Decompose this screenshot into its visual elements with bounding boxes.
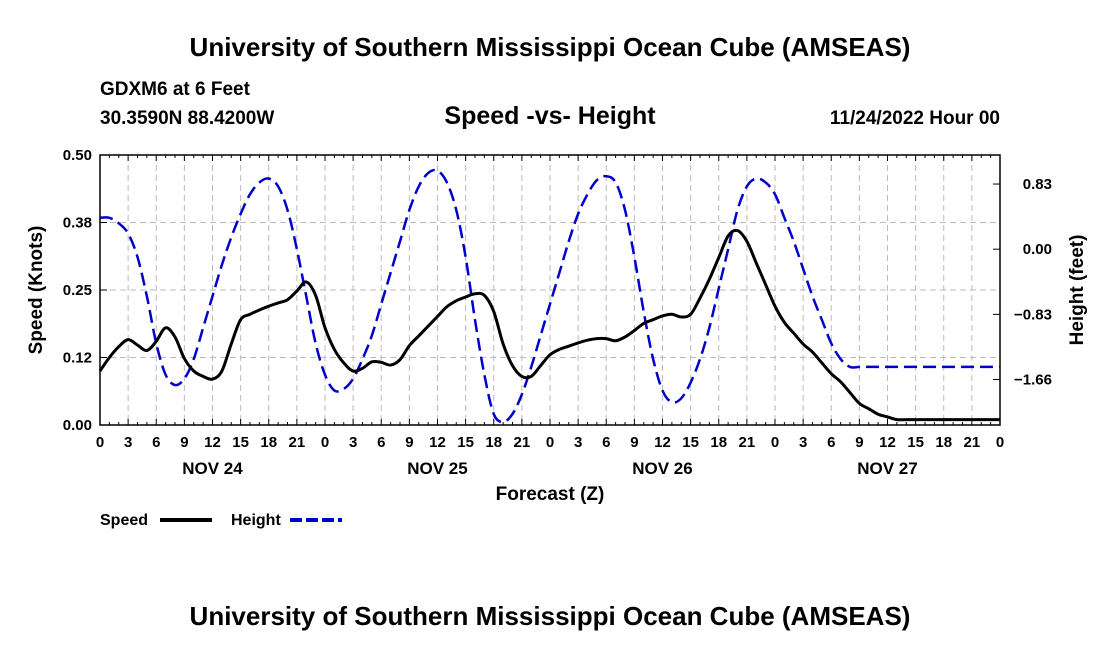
x-tick-label: 15 [682, 434, 699, 451]
y-tick-label: 0.00 [63, 417, 92, 434]
y2-tick-label: 0.00 [1023, 241, 1052, 258]
x-tick-label: 3 [349, 434, 357, 451]
legend: Speed Height [100, 512, 342, 529]
x-tick-label: 6 [602, 434, 610, 451]
x-tick-label: 9 [180, 434, 188, 451]
x-axis-label: Forecast (Z) [496, 484, 605, 505]
x-tick-label: 12 [879, 434, 896, 451]
legend-height-label: Height [231, 512, 281, 529]
x-tick-label: 3 [799, 434, 807, 451]
x-tick-label: 6 [827, 434, 835, 451]
x-tick-label: 0 [546, 434, 554, 451]
x-tick-label: 12 [429, 434, 446, 451]
y2-tick-label: −1.66 [1014, 371, 1052, 388]
x-tick-label: 21 [964, 434, 981, 451]
y2-tick-label: −0.83 [1014, 306, 1052, 323]
x-tick-label: 15 [907, 434, 924, 451]
x-tick-label: 0 [771, 434, 779, 451]
x-tick-label: 9 [630, 434, 638, 451]
x-tick-label: 6 [152, 434, 160, 451]
day-label: NOV 24 [182, 459, 243, 478]
speed-series-line [98, 228, 1000, 422]
x-tick-label: 3 [574, 434, 582, 451]
y-axis-label: Speed (Knots) [26, 226, 47, 355]
x-tick-label: 15 [232, 434, 249, 451]
x-tick-label: 0 [96, 434, 104, 451]
x-tick-label: 21 [739, 434, 756, 451]
x-tick-label: 15 [457, 434, 474, 451]
x-tick-label: 18 [710, 434, 727, 451]
x-tick-label: 21 [289, 434, 306, 451]
day-label: NOV 25 [407, 459, 467, 478]
station-name: GDXM6 at 6 Feet [100, 79, 251, 100]
x-tick-label: 21 [514, 434, 531, 451]
x-tick-label: 18 [935, 434, 952, 451]
y2-tick-label: 0.83 [1023, 176, 1052, 193]
legend-speed-label: Speed [100, 512, 148, 529]
x-tick-label: 9 [855, 434, 863, 451]
station-coords: 30.3590N 88.4200W [100, 108, 274, 129]
x-tick-label: 18 [260, 434, 277, 451]
x-tick-label: 0 [996, 434, 1004, 451]
x-tick-label: 3 [124, 434, 132, 451]
height-series-line [99, 168, 1000, 424]
chart-title: Speed -vs- Height [444, 102, 656, 130]
series-layer [98, 168, 1000, 424]
x-tick-label: 6 [377, 434, 385, 451]
y-tick-label: 0.50 [63, 147, 92, 164]
y-tick-label: 0.12 [63, 350, 92, 367]
y-tick-label: 0.25 [63, 282, 92, 299]
footer-title: University of Southern Mississippi Ocean… [190, 601, 911, 631]
day-label: NOV 27 [857, 459, 917, 478]
grid [100, 155, 1000, 425]
x-tick-label: 9 [405, 434, 413, 451]
day-label: NOV 26 [632, 459, 692, 478]
y2-axis-label: Height (feet) [1067, 235, 1088, 346]
x-tick-label: 12 [654, 434, 671, 451]
run-time: 11/24/2022 Hour 00 [830, 108, 1000, 129]
x-tick-label: 12 [204, 434, 221, 451]
axes: 0 3 6 9 12 15 18 21 0 3 6 9 12 15 18 21 0 3 6 9 12 15 18 21 0 3 6 9… [63, 147, 1052, 478]
x-tick-label: 0 [321, 434, 329, 451]
x-tick-label: 18 [485, 434, 502, 451]
page-title: University of Southern Mississippi Ocean… [190, 32, 911, 62]
y-tick-label: 0.38 [63, 215, 92, 232]
